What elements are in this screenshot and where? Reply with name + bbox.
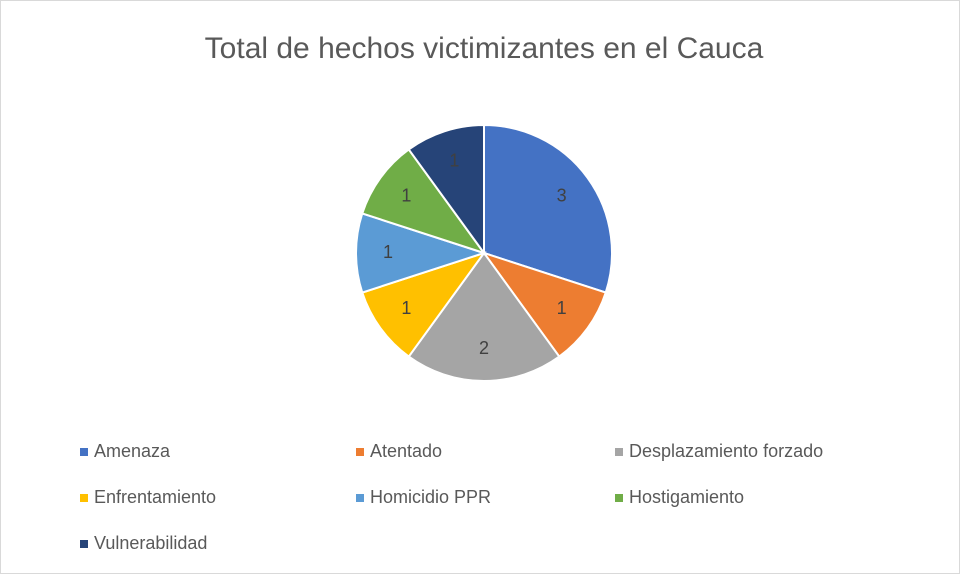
data-label: 1 — [401, 298, 411, 318]
legend-swatch — [80, 494, 88, 502]
legend-label: Amenaza — [94, 441, 171, 461]
data-label: 1 — [557, 298, 567, 318]
legend-label: Atentado — [370, 441, 442, 461]
pie-slice — [361, 148, 487, 255]
data-label: 1 — [449, 150, 459, 170]
chart-title: Total de hechos victimizantes en el Cauc… — [205, 32, 764, 65]
data-label: 3 — [557, 185, 567, 205]
legend-label: Hostigamiento — [629, 487, 744, 507]
legend-label: Desplazamiento forzado — [629, 441, 823, 461]
legend-label: Enfrentamiento — [94, 487, 216, 507]
legend-swatch — [80, 540, 88, 548]
data-label: 1 — [383, 242, 393, 262]
legend-label: Homicidio PPR — [370, 487, 491, 507]
legend-swatch — [356, 494, 364, 502]
legend-label: Vulnerabilidad — [94, 533, 207, 553]
data-label: 1 — [401, 185, 411, 205]
pie-slice — [355, 212, 488, 294]
data-label: 2 — [479, 338, 489, 358]
pie-slice — [407, 251, 561, 382]
legend-swatch — [80, 448, 88, 456]
pie-slice — [407, 123, 485, 257]
pie-slice — [483, 123, 613, 294]
legend-swatch — [615, 494, 623, 502]
pie-slice — [481, 251, 607, 358]
legend-swatch — [356, 448, 364, 456]
legend-swatch — [615, 448, 623, 456]
pie-slice — [361, 251, 487, 358]
